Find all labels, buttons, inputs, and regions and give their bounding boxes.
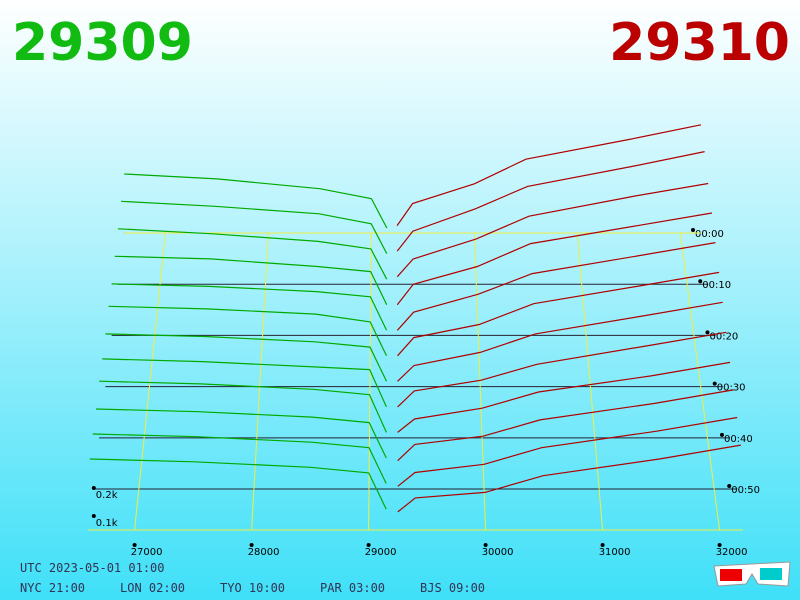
price-label: 29000 — [365, 547, 397, 558]
time-label: 00:30 — [717, 383, 746, 394]
bid-depth-line — [95, 408, 387, 459]
bid-depth-line — [114, 255, 388, 305]
time-label: 00:20 — [709, 331, 738, 342]
volume-tick — [91, 514, 96, 518]
price-tick — [483, 543, 488, 547]
ask-depth-line — [397, 361, 731, 433]
price-label: 31000 — [599, 547, 631, 558]
ask-depth-line — [397, 331, 727, 408]
3d-glasses-icon[interactable] — [713, 561, 791, 587]
ask-depth-line — [397, 444, 741, 513]
price-grid-line — [251, 232, 269, 531]
bid-depth-line — [99, 380, 387, 433]
time-tick — [727, 484, 732, 489]
price-label: 27000 — [131, 547, 163, 558]
time-tick — [719, 432, 724, 437]
bid-depth-line — [124, 173, 388, 229]
ask-depth-line — [396, 124, 702, 226]
ask-depth-line — [396, 151, 705, 252]
price-label: 30000 — [482, 547, 514, 558]
ask-depth-line — [397, 389, 734, 462]
price-grid-line — [576, 232, 604, 531]
ask-price: 29310 — [609, 13, 790, 73]
ask-depth-line — [397, 416, 738, 487]
price-grid-line — [679, 232, 721, 531]
bid-depth-line — [108, 305, 388, 357]
lon-time: LON 02:00 — [120, 581, 185, 595]
bid-depth-line — [89, 458, 387, 510]
ask-depth-line — [396, 242, 716, 331]
price-tick — [366, 543, 371, 547]
volume-tick — [91, 486, 96, 490]
bid-depth-line — [105, 333, 388, 382]
time-label: 00:00 — [695, 229, 724, 240]
utc-time: UTC 2023-05-01 01:00 — [20, 561, 165, 575]
nyc-time: NYC 21:00 — [20, 581, 85, 595]
ask-depth-line — [396, 212, 713, 306]
price-tick — [132, 543, 137, 547]
bid-depth-line — [117, 228, 388, 280]
price-tick — [717, 543, 722, 547]
price-label: 32000 — [716, 547, 748, 558]
ask-depth-line — [397, 271, 720, 357]
bid-depth-line — [102, 358, 387, 408]
ask-depth-line — [396, 182, 709, 278]
bid-depth-line — [92, 433, 387, 484]
price-grid-line — [368, 232, 372, 531]
tyo-time: TYO 10:00 — [220, 581, 285, 595]
price-grid-line — [473, 232, 487, 531]
par-time: PAR 03:00 — [320, 581, 385, 595]
time-label: 00:10 — [702, 280, 731, 291]
time-tick — [698, 279, 703, 284]
time-tick — [705, 330, 710, 335]
time-tick — [691, 228, 695, 232]
bjs-time: BJS 09:00 — [420, 581, 485, 595]
price-tick — [600, 543, 605, 547]
bid-depth-line — [121, 200, 388, 254]
price-tick — [249, 543, 254, 547]
volume-label: 0.1k — [96, 518, 118, 529]
time-tick — [712, 381, 717, 386]
time-label: 00:50 — [731, 485, 760, 496]
price-grid-line — [134, 232, 166, 531]
price-label: 28000 — [248, 547, 280, 558]
bid-depth-line — [111, 283, 388, 331]
bid-price: 29309 — [12, 13, 193, 73]
volume-label: 0.2k — [96, 490, 118, 501]
ask-depth-line — [397, 301, 723, 382]
time-label: 00:40 — [724, 434, 753, 445]
plot: 00:00 00:10 00:20 00:30 00:40 00:50 27000 28000… — [87, 124, 760, 558]
